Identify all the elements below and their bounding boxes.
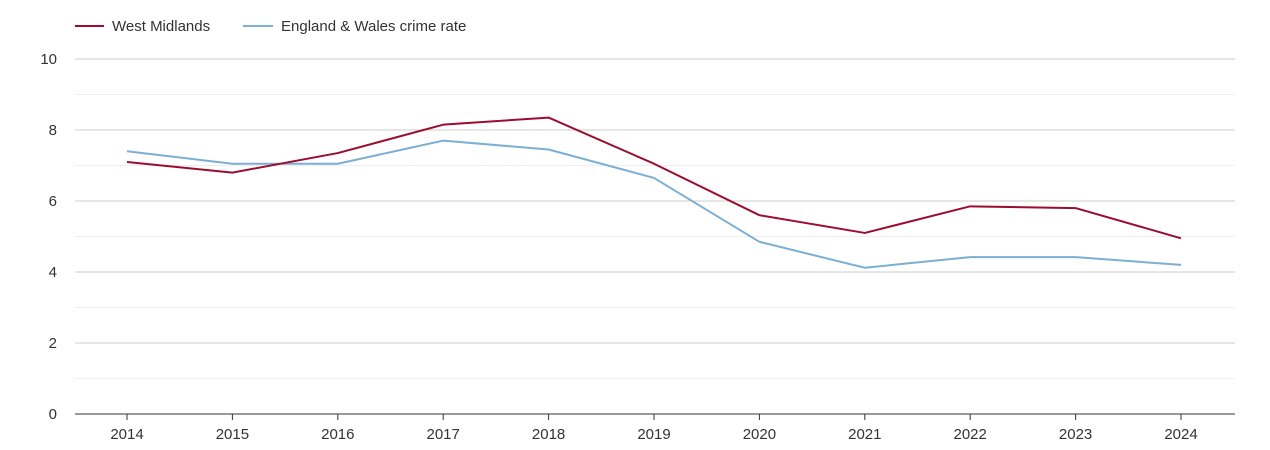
x-tick-label: 2018	[532, 426, 565, 443]
y-tick-label: 8	[49, 122, 57, 139]
x-tick-label: 2021	[848, 426, 881, 443]
x-tick-label: 2024	[1164, 426, 1197, 443]
series	[126, 116, 1182, 269]
y-tick-label: 2	[49, 335, 57, 352]
x-tick-label: 2016	[321, 426, 354, 443]
x-tick-label: 2020	[743, 426, 776, 443]
legend: West Midlands England & Wales crime rate	[75, 18, 466, 35]
y-tick-label: 0	[49, 406, 57, 423]
y-tick-label: 4	[49, 264, 57, 281]
axes: 0 2 4 6 8 10 2014 2015 2016 2017 2018 2019 2020 2021 2…	[40, 51, 1235, 443]
legend-label-west-midlands: West Midlands	[112, 18, 210, 35]
x-tick-label: 2014	[110, 426, 143, 443]
series-line-west-midlands	[126, 116, 1182, 240]
x-tick-label: 2019	[637, 426, 670, 443]
x-tick-label: 2022	[954, 426, 987, 443]
series-line-england-wales-crime-rate	[126, 139, 1182, 269]
x-tick-label: 2017	[427, 426, 460, 443]
legend-label-england-wales: England & Wales crime rate	[281, 18, 466, 35]
x-tick-label: 2015	[216, 426, 249, 443]
y-tick-label: 10	[40, 51, 57, 68]
grid	[75, 58, 1235, 379]
y-tick-label: 6	[49, 193, 57, 210]
x-tick-label: 2023	[1059, 426, 1092, 443]
